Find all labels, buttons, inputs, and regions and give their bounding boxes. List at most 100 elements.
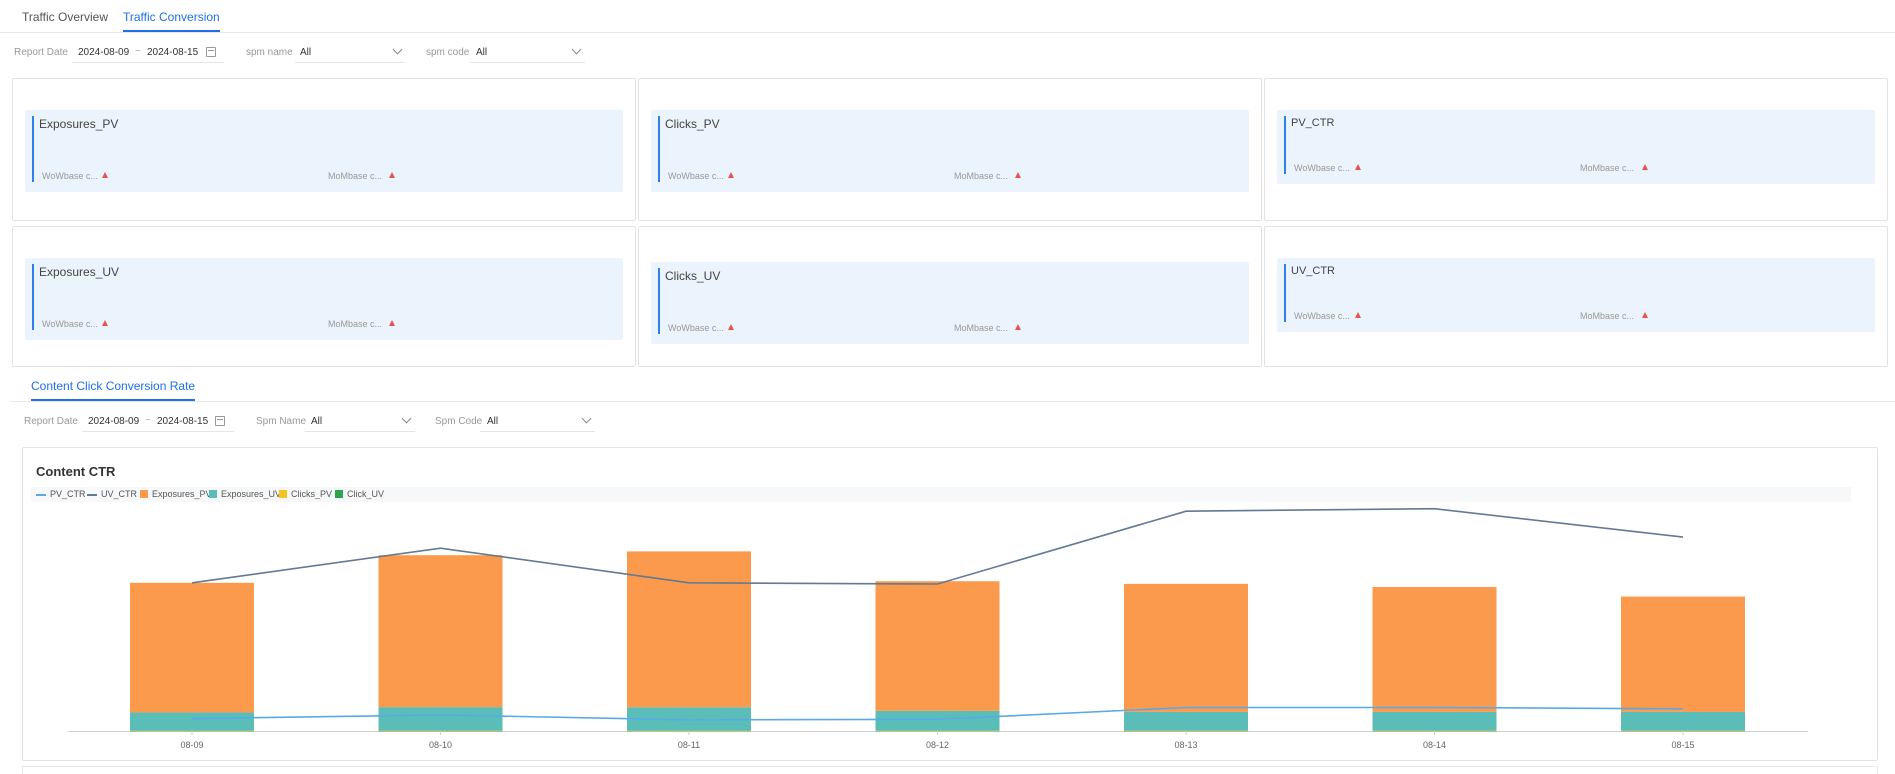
- up-arrow-icon: [102, 320, 108, 326]
- chart-plot: 08-09 08-10 08-11 08-12 08-13 08-14 08-15: [68, 507, 1808, 750]
- mom-label: MoMbase c...: [328, 319, 383, 329]
- top-filter-row: Report Date 2024-08-09 ~ 2024-08-15 spm …: [0, 42, 600, 64]
- metric-card-exposures-uv: Exposures_UV WoWbase c... MoMbase c...: [12, 226, 636, 367]
- x-tick-label: 08-10: [429, 740, 452, 750]
- x-tick-label: 08-11: [678, 740, 700, 750]
- wow-label: WoWbase c...: [42, 171, 98, 181]
- up-arrow-icon: [389, 320, 395, 326]
- mom-label: MoMbase c...: [954, 323, 1009, 333]
- mom-label: MoMbase c...: [328, 171, 383, 181]
- line-uv-ctr: [191, 507, 1684, 585]
- metric-title: UV_CTR: [1291, 265, 1336, 277]
- up-arrow-icon: [1355, 164, 1361, 170]
- tab-traffic-overview[interactable]: Traffic Overview: [22, 10, 109, 24]
- chevron-down-icon[interactable]: [392, 44, 403, 55]
- metric-card-exposures-pv: Exposures_PV WoWbase c... MoMbase c...: [12, 78, 636, 221]
- mom-label: MoMbase c...: [954, 171, 1009, 181]
- bar-exposures-uv-08-12: [875, 710, 1000, 731]
- date-underline: [82, 431, 234, 432]
- spm-code-label: spm code: [426, 47, 470, 58]
- metric-title: Clicks_UV: [665, 269, 721, 283]
- metric-panel: UV_CTR WoWbase c... MoMbase c...: [1277, 258, 1875, 332]
- date-end-input[interactable]: 2024-08-15: [157, 416, 209, 427]
- content-ctr-chart-card: Content CTR PV_CTR UV_CTR Exposures_PV E…: [22, 447, 1878, 761]
- line-pv-ctr: [191, 706, 1684, 721]
- accent-bar: [658, 268, 660, 334]
- up-arrow-icon: [1642, 164, 1648, 170]
- accent-bar: [1284, 116, 1286, 174]
- bar-exposures-pv-08-14: [1372, 587, 1497, 712]
- metric-panel: PV_CTR WoWbase c... MoMbase c...: [1277, 110, 1875, 184]
- spm-code-underline: [470, 62, 585, 63]
- bar-clicks-pv-08-14: [1372, 730, 1497, 732]
- legend-label-clicks-pv[interactable]: Clicks_PV: [291, 489, 333, 499]
- legend-label-exposures-pv[interactable]: Exposures_PV: [152, 489, 212, 499]
- up-arrow-icon: [1015, 172, 1021, 178]
- report-date-label: Report Date: [24, 416, 78, 427]
- chevron-down-icon[interactable]: [581, 413, 592, 424]
- up-arrow-icon: [102, 172, 108, 178]
- x-tick-label: 08-13: [1174, 740, 1197, 750]
- calendar-icon[interactable]: [206, 47, 216, 57]
- legend-label-pv-ctr[interactable]: PV_CTR: [50, 489, 86, 499]
- up-arrow-icon: [728, 324, 734, 330]
- bar-exposures-uv-08-09: [130, 712, 254, 731]
- bar-clicks-pv-08-13: [1124, 730, 1248, 732]
- spm-code-select[interactable]: All: [487, 416, 499, 427]
- bar-exposures-uv-08-11: [627, 707, 751, 731]
- legend-label-exposures-uv[interactable]: Exposures_UV: [221, 489, 282, 499]
- accent-bar: [1284, 264, 1286, 322]
- calendar-icon[interactable]: [215, 416, 225, 426]
- bar-clicks-pv-08-10: [378, 730, 503, 732]
- section-tabs: Content Click Conversion Rate: [10, 372, 1895, 402]
- wow-label: WoWbase c...: [1294, 163, 1350, 173]
- metric-card-clicks-uv: Clicks_UV WoWbase c... MoMbase c...: [638, 226, 1262, 367]
- tab-content-click-conversion-rate[interactable]: Content Click Conversion Rate: [31, 379, 196, 401]
- spm-code-select[interactable]: All: [476, 47, 488, 58]
- legend-label-uv-ctr[interactable]: UV_CTR: [101, 489, 138, 499]
- chevron-down-icon[interactable]: [571, 44, 582, 55]
- bar-exposures-pv-08-13: [1124, 583, 1248, 712]
- bar-clicks-pv-08-15: [1621, 730, 1745, 732]
- x-tick-label: 08-14: [1423, 740, 1446, 750]
- spm-name-select[interactable]: All: [311, 416, 323, 427]
- mom-label: MoMbase c...: [1580, 163, 1635, 173]
- metric-card-uv-ctr: UV_CTR WoWbase c... MoMbase c...: [1264, 226, 1888, 367]
- chevron-down-icon[interactable]: [401, 413, 412, 424]
- legend-swatch-click-uv: [335, 490, 343, 498]
- top-tabs: Traffic Overview Traffic Conversion: [0, 0, 1895, 33]
- accent-bar: [32, 264, 34, 330]
- accent-bar: [658, 116, 660, 182]
- legend-swatch-exposures-uv: [209, 490, 217, 498]
- tab-traffic-conversion[interactable]: Traffic Conversion: [123, 10, 220, 32]
- date-end-input[interactable]: 2024-08-15: [147, 47, 199, 58]
- date-separator: ~: [145, 415, 151, 426]
- x-tick-label: 08-15: [1671, 740, 1694, 750]
- legend-label-click-uv[interactable]: Click_UV: [347, 489, 385, 499]
- metric-title: Clicks_PV: [665, 117, 720, 131]
- date-underline: [72, 62, 224, 63]
- legend-swatch-exposures-pv: [140, 490, 148, 498]
- accent-bar: [32, 116, 34, 182]
- chart-title: Content CTR: [36, 464, 116, 479]
- up-arrow-icon: [1355, 312, 1361, 318]
- spm-name-underline: [305, 431, 415, 432]
- x-tick-label: 08-09: [180, 740, 203, 750]
- date-start-input[interactable]: 2024-08-09: [78, 47, 130, 58]
- wow-label: WoWbase c...: [42, 319, 98, 329]
- spm-name-underline: [295, 62, 405, 63]
- metric-panel: Clicks_PV WoWbase c... MoMbase c...: [651, 110, 1249, 192]
- legend-swatch-uv-ctr: [87, 494, 97, 496]
- legend-swatch-clicks-pv: [279, 490, 287, 498]
- metric-card-pv-ctr: PV_CTR WoWbase c... MoMbase c...: [1264, 78, 1888, 221]
- x-tick-label: 08-12: [926, 740, 949, 750]
- up-arrow-icon: [1015, 324, 1021, 330]
- metric-title: PV_CTR: [1291, 117, 1335, 129]
- bar-exposures-pv-08-12: [875, 581, 1000, 711]
- date-separator: ~: [135, 46, 141, 57]
- bar-exposures-pv-08-11: [627, 551, 751, 708]
- report-date-label: Report Date: [14, 47, 68, 58]
- wow-label: WoWbase c...: [668, 171, 724, 181]
- date-start-input[interactable]: 2024-08-09: [88, 416, 140, 427]
- spm-name-select[interactable]: All: [300, 47, 312, 58]
